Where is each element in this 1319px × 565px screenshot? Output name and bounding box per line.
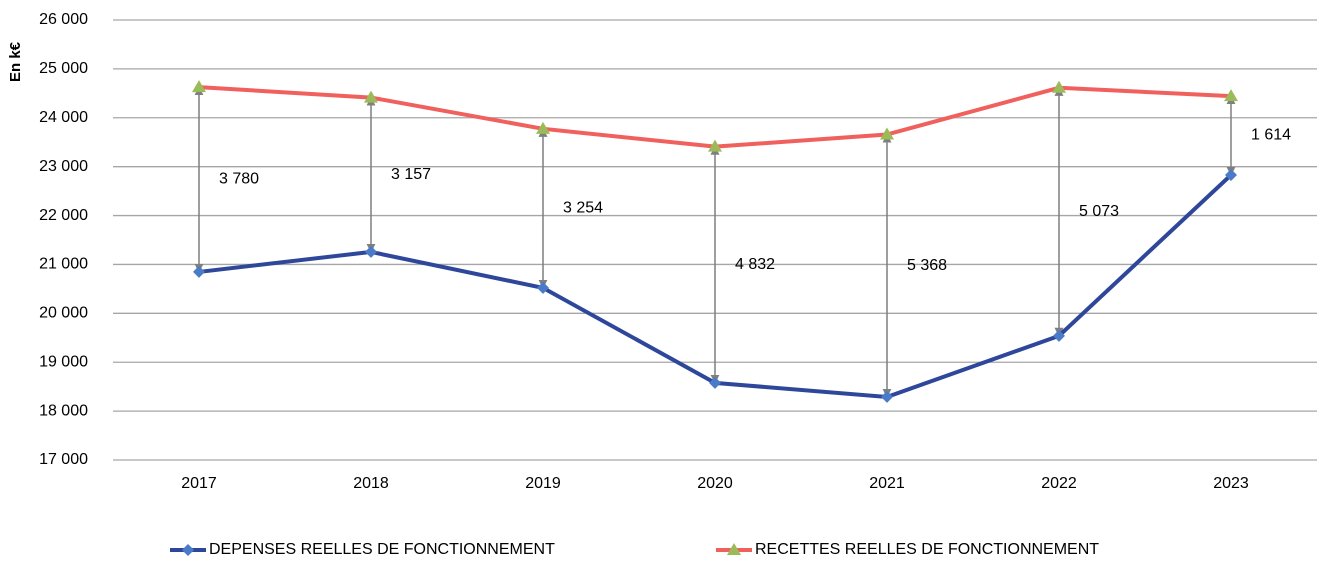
difference-label: 3 157 bbox=[391, 166, 431, 183]
y-tick-label: 25 000 bbox=[39, 60, 88, 77]
difference-label: 1 614 bbox=[1251, 127, 1291, 144]
difference-label: 5 368 bbox=[907, 257, 947, 274]
legend-label: DEPENSES REELLES DE FONCTIONNEMENT bbox=[209, 541, 555, 558]
data-point bbox=[537, 281, 549, 294]
y-tick-label: 26 000 bbox=[39, 11, 88, 28]
y-tick-label: 19 000 bbox=[39, 353, 88, 370]
y-tick-label: 18 000 bbox=[39, 402, 88, 419]
x-tick-label: 2021 bbox=[869, 475, 905, 492]
y-tick-label: 21 000 bbox=[39, 256, 88, 273]
legend-marker bbox=[182, 544, 194, 556]
y-tick-label: 20 000 bbox=[39, 305, 88, 322]
y-tick-label: 24 000 bbox=[39, 109, 88, 126]
y-tick-label: 23 000 bbox=[39, 158, 88, 175]
data-point bbox=[1053, 329, 1065, 342]
data-point bbox=[536, 121, 550, 134]
legend-marker bbox=[727, 543, 741, 555]
data-point bbox=[1052, 80, 1066, 93]
difference-label: 5 073 bbox=[1079, 203, 1119, 220]
data-point bbox=[881, 390, 893, 403]
difference-label: 3 780 bbox=[219, 171, 259, 188]
data-point bbox=[708, 139, 722, 152]
x-tick-label: 2022 bbox=[1041, 475, 1077, 492]
data-point bbox=[365, 245, 377, 258]
y-tick-label: 17 000 bbox=[39, 451, 88, 468]
x-tick-label: 2018 bbox=[353, 475, 389, 492]
series-line bbox=[198, 85, 1232, 149]
y-axis-label: En k€ bbox=[7, 41, 24, 82]
legend-label: RECETTES REELLES DE FONCTIONNEMENT bbox=[755, 541, 1099, 558]
difference-label: 3 254 bbox=[563, 200, 603, 217]
x-tick-label: 2019 bbox=[525, 475, 561, 492]
data-point bbox=[1225, 168, 1237, 181]
y-tick-label: 22 000 bbox=[39, 207, 88, 224]
data-point bbox=[709, 376, 721, 389]
data-point bbox=[193, 265, 205, 278]
difference-label: 4 832 bbox=[735, 256, 775, 273]
x-tick-label: 2017 bbox=[181, 475, 217, 492]
data-point bbox=[364, 90, 378, 103]
data-point bbox=[192, 80, 206, 93]
data-point bbox=[880, 127, 894, 140]
data-point bbox=[1224, 89, 1238, 102]
x-tick-label: 2023 bbox=[1213, 475, 1249, 492]
x-tick-label: 2020 bbox=[697, 475, 733, 492]
